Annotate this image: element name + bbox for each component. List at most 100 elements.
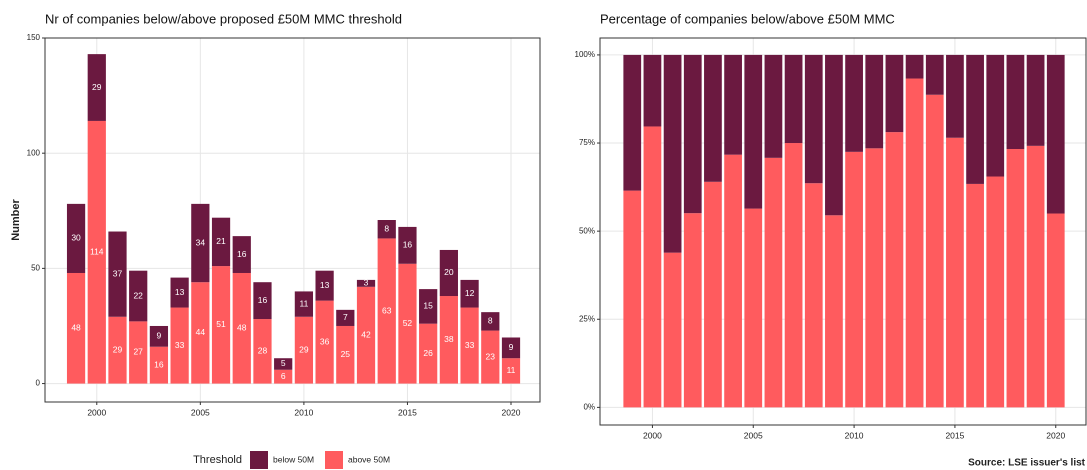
- bar-segment: [986, 54, 1005, 177]
- x-tick-label: 2010: [845, 430, 864, 440]
- bar-segment: [865, 148, 884, 408]
- bar-segment: [623, 190, 642, 408]
- data-label: 21: [216, 236, 226, 246]
- x-tick-label: 2005: [744, 430, 763, 440]
- bar-segment: [784, 54, 803, 144]
- data-label: 15: [423, 301, 433, 311]
- bar-segment: [501, 358, 521, 384]
- bar-segment: [398, 226, 417, 264]
- x-tick-label: 2010: [294, 407, 313, 417]
- bar-segment: [683, 213, 702, 408]
- data-label: 33: [175, 340, 185, 350]
- legend-label: below 50M: [273, 454, 314, 464]
- bar-segment: [377, 220, 396, 239]
- data-label: 16: [154, 359, 164, 369]
- bar-segment: [108, 231, 127, 317]
- y-tick-label: 150: [27, 33, 41, 42]
- bar-segment: [315, 270, 334, 301]
- data-label: 29: [92, 82, 102, 92]
- legend-swatch: [250, 451, 268, 469]
- y-tick-label: 50: [31, 263, 40, 272]
- bar-segment: [315, 300, 334, 384]
- bar-segment: [170, 307, 189, 384]
- bar-segment: [501, 337, 521, 359]
- data-label: 11: [507, 365, 516, 375]
- bar-segment: [66, 203, 86, 273]
- bar-segment: [724, 154, 742, 408]
- chart-title: Percentage of companies below/above £50M…: [600, 11, 895, 26]
- bar-segment: [419, 289, 438, 324]
- data-label: 27: [133, 347, 143, 357]
- bar-segment: [663, 54, 682, 253]
- bar-segment: [481, 312, 500, 331]
- data-label: 26: [423, 348, 433, 358]
- bar-segment: [211, 266, 231, 384]
- data-label: 51: [216, 319, 226, 329]
- legend-swatch: [325, 451, 343, 469]
- data-label: 12: [465, 288, 475, 298]
- bar-segment: [439, 296, 458, 384]
- bar-segment: [744, 54, 763, 209]
- data-label: 29: [113, 344, 123, 354]
- bar-segment: [764, 54, 783, 158]
- data-label: 11: [299, 298, 308, 308]
- bar-segment: [986, 176, 1005, 408]
- data-label: 33: [465, 340, 475, 350]
- x-tick-label: 2005: [191, 407, 210, 417]
- x-tick-label: 2000: [643, 430, 662, 440]
- data-label: 8: [384, 223, 389, 233]
- bar-segment: [885, 132, 904, 408]
- data-label: 42: [361, 329, 371, 339]
- bar-segment: [845, 151, 863, 408]
- bar-segment: [253, 319, 272, 384]
- bar-segment: [704, 54, 722, 182]
- bar-segment: [825, 215, 843, 408]
- data-label: 20: [444, 267, 454, 277]
- bar-segment: [87, 54, 106, 121]
- bar-segment: [377, 238, 396, 384]
- bar-segment: [274, 358, 293, 370]
- bar-segment: [905, 78, 924, 408]
- bar-segment: [1026, 54, 1045, 146]
- bar-segment: [966, 54, 984, 184]
- bar-segment: [253, 282, 272, 320]
- bar-segment: [704, 181, 722, 408]
- data-label: 16: [403, 240, 413, 250]
- bar-segment: [149, 346, 169, 384]
- bar-segment: [1026, 145, 1045, 408]
- bar-segment: [885, 54, 904, 133]
- bar-segment: [481, 330, 500, 384]
- y-tick-label: 75%: [579, 138, 595, 147]
- bar-segment: [643, 126, 662, 408]
- data-label: 52: [403, 318, 413, 328]
- bar-segment: [170, 277, 189, 308]
- data-label: 23: [486, 351, 496, 361]
- data-label: 30: [71, 233, 81, 243]
- data-label: 48: [237, 323, 247, 333]
- bar-segment: [274, 369, 293, 384]
- y-tick-label: 0: [36, 379, 41, 388]
- bar-segment: [129, 270, 148, 322]
- bar-segment: [336, 309, 355, 326]
- bar-segment: [66, 272, 86, 384]
- data-label: 28: [258, 346, 268, 356]
- x-tick-label: 2000: [87, 407, 106, 417]
- data-label: 36: [320, 336, 330, 346]
- source: Source: LSE issuer's list: [968, 458, 1086, 469]
- data-label: 25: [341, 349, 351, 359]
- data-label: 48: [71, 323, 81, 333]
- bar-segment: [356, 279, 376, 287]
- bar-segment: [925, 54, 944, 95]
- bar-segment: [294, 291, 314, 317]
- bar-segment: [419, 323, 438, 384]
- data-label: 7: [343, 312, 348, 322]
- bar-segment: [764, 157, 783, 408]
- bar-segment: [149, 325, 169, 347]
- data-label: 9: [157, 331, 162, 341]
- plot-frame: [44, 37, 541, 403]
- bar-segment: [1046, 54, 1065, 214]
- data-label: 63: [382, 305, 392, 315]
- legend-title: Threshold: [193, 454, 242, 466]
- data-label: 29: [299, 344, 309, 354]
